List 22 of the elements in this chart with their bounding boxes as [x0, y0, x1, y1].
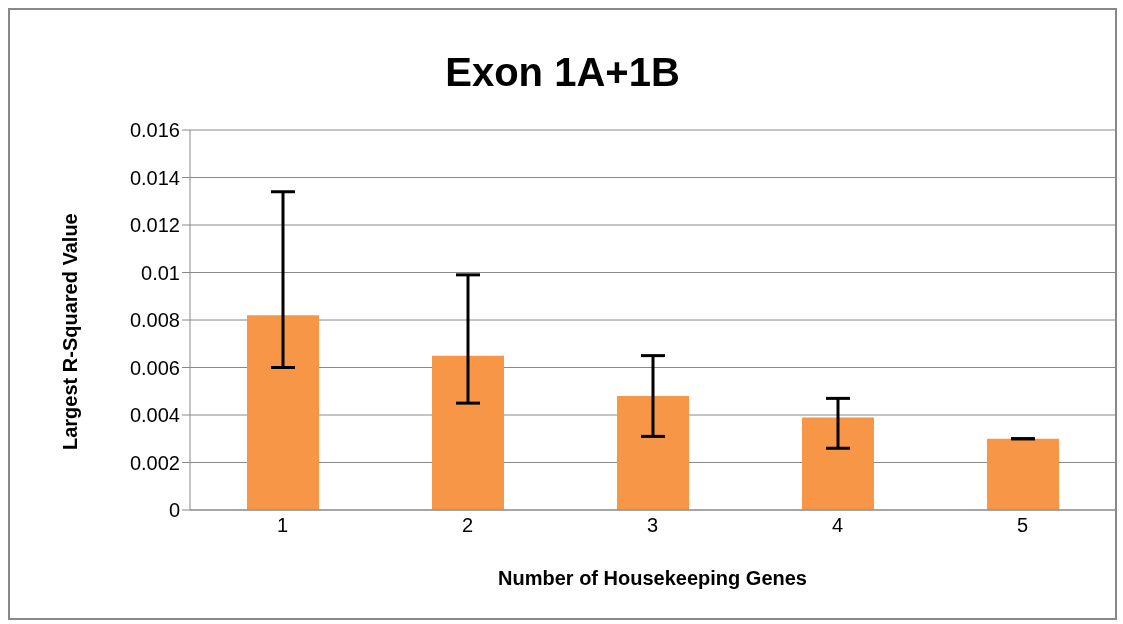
bar	[617, 396, 689, 510]
y-tick-label: 0.006	[129, 356, 180, 379]
y-tick-label: 0.004	[129, 404, 180, 427]
x-tick-label: 5	[1016, 514, 1029, 537]
bar	[247, 315, 319, 510]
bar	[987, 438, 1059, 510]
y-tick-label: 0.016	[129, 119, 180, 142]
y-tick-label: 0.014	[129, 166, 180, 189]
chart-title: Exon 1A+1B	[444, 49, 681, 96]
bar	[432, 355, 504, 510]
bar	[802, 417, 874, 510]
x-tick-label: 1	[276, 514, 289, 537]
y-tick-label: 0.002	[129, 451, 180, 474]
y-tick-label: 0.01	[141, 261, 180, 284]
x-tick-label: 2	[461, 514, 474, 537]
y-axis-title: Largest R-Squared Value	[59, 213, 82, 450]
y-tick-label: 0	[168, 499, 180, 522]
y-tick-label: 0.008	[129, 309, 180, 332]
y-tick-label: 0.012	[129, 214, 180, 237]
x-tick-label: 4	[831, 514, 844, 537]
x-tick-label: 3	[646, 514, 659, 537]
x-axis-title: Number of Housekeeping Genes	[498, 567, 807, 589]
